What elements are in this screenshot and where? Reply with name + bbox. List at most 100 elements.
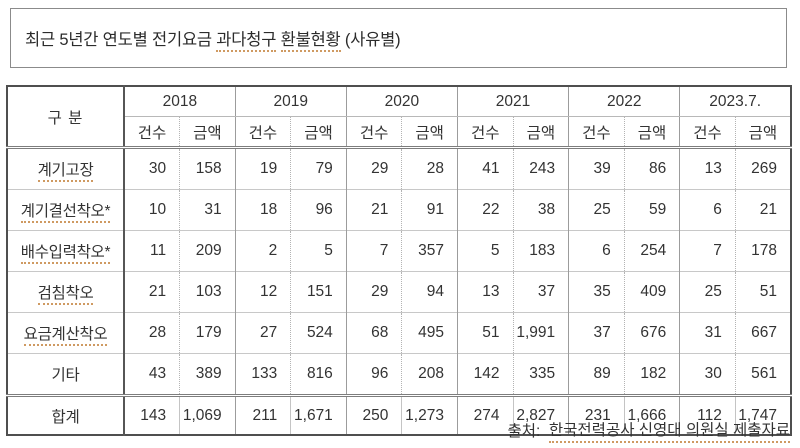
count-value-cell: 28 [123, 312, 180, 354]
table-row: 검침착오 21 103 12 151 29 94 13 37 35 409 25 51 [7, 271, 791, 313]
table-header-years: 구 분 2018 2019 2020 2021 2022 2023.7. [7, 86, 791, 149]
column-subheader-count: 건수 [234, 116, 291, 149]
amount-value-cell: 409 [623, 271, 680, 313]
amount-value-cell: 151 [290, 271, 347, 313]
column-subheader-count: 건수 [679, 116, 736, 149]
table-row: 계기고장 30 158 19 79 29 28 41 243 39 86 13 269 [7, 147, 791, 190]
count-value-cell: 22 [456, 189, 514, 231]
amount-value-cell: 335 [512, 353, 569, 396]
count-value-cell: 10 [123, 189, 180, 231]
page-title: 최근 5년간 연도별 전기요금 과다청구 환불현황 (사유별) [25, 26, 401, 52]
table-header-sub: 건수 금액 건수 금액 건수 금액 건수 금액 건수 금액 건수 금액 [7, 116, 791, 149]
count-value-cell: 21 [345, 189, 402, 231]
amount-value-cell: 561 [734, 353, 791, 396]
count-value-cell: 7 [345, 230, 402, 272]
category-label-text: 합계 [51, 408, 80, 426]
count-value-cell: 39 [568, 147, 625, 190]
category-label: 요금계산착오 [7, 312, 125, 354]
column-subheader-amount: 금액 [512, 116, 569, 149]
amount-value-cell: 1,991 [512, 312, 569, 354]
count-value-cell: 29 [345, 147, 402, 190]
amount-value-cell: 269 [734, 147, 791, 190]
amount-value-cell: 357 [401, 230, 458, 272]
amount-value-cell: 178 [734, 230, 791, 272]
amount-value-cell: 183 [512, 230, 569, 272]
count-value-cell: 211 [234, 394, 291, 435]
count-value-cell: 6 [679, 189, 736, 231]
count-value-cell: 25 [679, 271, 736, 313]
amount-value-cell: 5 [290, 230, 347, 272]
amount-value-cell: 1,666 [623, 394, 680, 435]
refund-table: 구 분 2018 2019 2020 2021 2022 2023.7. 건수 금… [6, 85, 792, 436]
count-value-cell: 41 [456, 147, 514, 190]
category-label-text: 배수입력착오* [20, 244, 111, 264]
column-subheader-amount: 금액 [401, 116, 458, 149]
count-value-cell: 2 [234, 230, 291, 272]
count-value-cell: 143 [123, 394, 180, 435]
count-value-cell: 7 [679, 230, 736, 272]
category-label: 계기고장 [7, 147, 125, 190]
amount-value-cell: 208 [401, 353, 458, 396]
amount-value-cell: 94 [401, 271, 458, 313]
amount-value-cell: 59 [623, 189, 680, 231]
amount-value-cell: 254 [623, 230, 680, 272]
count-value-cell: 35 [568, 271, 625, 313]
column-subheader-count: 건수 [123, 116, 180, 149]
amount-value-cell: 2,827 [512, 394, 569, 435]
title-box: 최근 5년간 연도별 전기요금 과다청구 환불현황 (사유별) [10, 8, 787, 68]
count-value-cell: 6 [568, 230, 625, 272]
count-value-cell: 13 [679, 147, 736, 190]
category-label: 배수입력착오* [7, 230, 125, 272]
column-subheader-amount: 금액 [734, 116, 791, 149]
amount-value-cell: 667 [734, 312, 791, 354]
count-value-cell: 13 [456, 271, 514, 313]
amount-value-cell: 103 [179, 271, 236, 313]
amount-value-cell: 1,671 [290, 394, 347, 435]
column-subheader-amount: 금액 [623, 116, 680, 149]
count-value-cell: 112 [679, 394, 736, 435]
count-value-cell: 96 [345, 353, 402, 396]
count-value-cell: 11 [123, 230, 180, 272]
count-value-cell: 142 [456, 353, 514, 396]
amount-value-cell: 31 [179, 189, 236, 231]
title-word-underlined: 과다청구 [216, 31, 276, 52]
amount-value-cell: 28 [401, 147, 458, 190]
category-label: 검침착오 [7, 271, 125, 313]
amount-value-cell: 524 [290, 312, 347, 354]
category-label-text: 계기고장 [37, 162, 94, 182]
category-label-text: 검침착오 [37, 285, 94, 305]
count-value-cell: 68 [345, 312, 402, 354]
amount-value-cell: 1,273 [401, 394, 458, 435]
amount-value-cell: 1,747 [734, 394, 791, 435]
count-value-cell: 37 [568, 312, 625, 354]
amount-value-cell: 86 [623, 147, 680, 190]
column-subheader-amount: 금액 [179, 116, 236, 149]
count-value-cell: 274 [456, 394, 514, 435]
column-header-year: 2022 [568, 86, 680, 117]
category-label-text: 요금계산착오 [23, 326, 108, 346]
amount-value-cell: 37 [512, 271, 569, 313]
amount-value-cell: 243 [512, 147, 569, 190]
count-value-cell: 27 [234, 312, 291, 354]
count-value-cell: 18 [234, 189, 291, 231]
count-value-cell: 12 [234, 271, 291, 313]
amount-value-cell: 91 [401, 189, 458, 231]
count-value-cell: 89 [568, 353, 625, 396]
category-label: 계기결선착오* [7, 189, 125, 231]
column-header-year: 2021 [456, 86, 569, 117]
column-header-year: 2019 [234, 86, 347, 117]
count-value-cell: 29 [345, 271, 402, 313]
amount-value-cell: 51 [734, 271, 791, 313]
column-subheader-amount: 금액 [290, 116, 347, 149]
column-subheader-count: 건수 [568, 116, 625, 149]
column-header-year: 2020 [345, 86, 458, 117]
amount-value-cell: 96 [290, 189, 347, 231]
amount-value-cell: 179 [179, 312, 236, 354]
column-subheader-count: 건수 [456, 116, 514, 149]
count-value-cell: 25 [568, 189, 625, 231]
count-value-cell: 30 [123, 147, 180, 190]
count-value-cell: 51 [456, 312, 514, 354]
total-row: 합계 143 1,069 211 1,671 250 1,273 274 2,827 231 1,6… [7, 394, 791, 435]
amount-value-cell: 1,069 [179, 394, 236, 435]
